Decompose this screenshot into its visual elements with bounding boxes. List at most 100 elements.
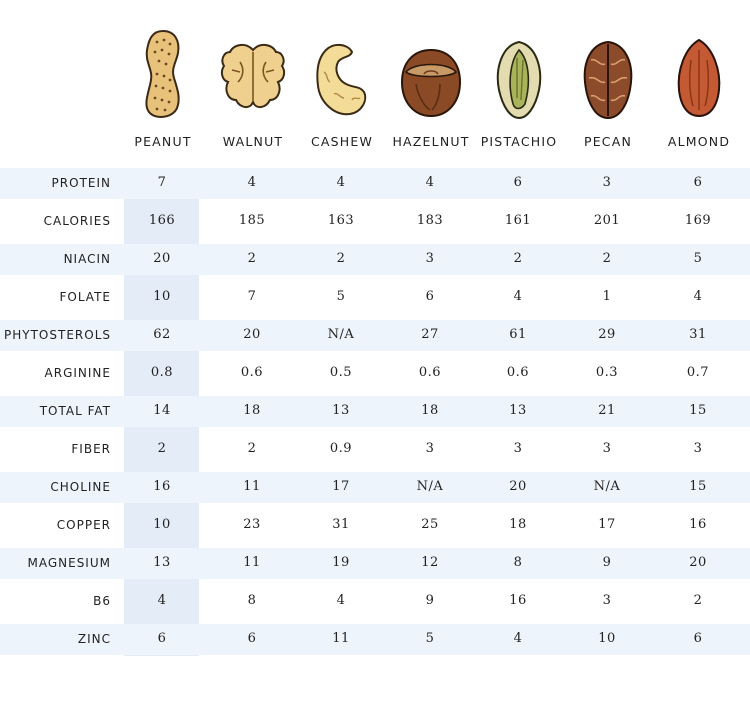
row-label: TOTAL FAT (39, 404, 111, 418)
table-row-protein: PROTEIN 7 4 4 4 6 3 6 (0, 168, 750, 199)
table-row-choline: CHOLINE 16 11 17 N/A 20 N/A 15 (0, 472, 750, 503)
row-label: ARGININE (44, 366, 111, 380)
table-cell: 3 (602, 175, 612, 190)
table-cell: 29 (598, 327, 616, 342)
table-cell: 2 (693, 593, 703, 608)
table-cell: 4 (247, 175, 257, 190)
row-label: PROTEIN (51, 176, 111, 190)
table-cell: 15 (689, 479, 707, 494)
table-cell: 13 (332, 403, 350, 418)
row-label: B6 (93, 594, 111, 608)
table-cell: 166 (148, 213, 176, 228)
table-cell: 62 (153, 327, 171, 342)
row-label: CHOLINE (50, 480, 111, 494)
table-cell: 2 (513, 251, 523, 266)
table-cell: 4 (693, 289, 703, 304)
table-cell: 7 (157, 175, 167, 190)
table-cell: 9 (602, 555, 612, 570)
nut-name-hazelnut: HAZELNUT (392, 134, 470, 149)
walnut-icon (220, 44, 286, 108)
nut-header-almond: ALMOND (660, 0, 738, 168)
table-cell: 18 (243, 403, 261, 418)
table-cell: 12 (421, 555, 439, 570)
table-row-total-fat: TOTAL FAT 14 18 13 18 13 21 15 (0, 396, 750, 427)
table-cell: 0.6 (418, 365, 442, 380)
table-cell: 18 (509, 517, 527, 532)
table-cell: 23 (243, 517, 261, 532)
table-cell: 9 (425, 593, 435, 608)
table-cell: 4 (336, 593, 346, 608)
table-cell: 20 (509, 479, 527, 494)
table-cell: 183 (416, 213, 444, 228)
table-cell: 163 (327, 213, 355, 228)
table-cell: 3 (425, 251, 435, 266)
table-cell: 161 (504, 213, 532, 228)
table-cell: 0.9 (329, 441, 353, 456)
table-cell: 0.6 (506, 365, 530, 380)
table-cell: 14 (153, 403, 171, 418)
row-label: FIBER (71, 442, 111, 456)
table-cell: 16 (153, 479, 171, 494)
table-cell: 11 (332, 631, 350, 646)
table-cell: 61 (509, 327, 527, 342)
nut-header-hazelnut: HAZELNUT (390, 0, 472, 168)
table-cell: 31 (689, 327, 707, 342)
table-cell: 4 (157, 593, 167, 608)
table-cell: 17 (598, 517, 616, 532)
table-cell: 11 (243, 555, 261, 570)
pistachio-icon (496, 40, 542, 120)
table-cell: 13 (153, 555, 171, 570)
table-cell: 0.7 (686, 365, 710, 380)
table-cell: 0.3 (595, 365, 619, 380)
table-cell: 13 (509, 403, 527, 418)
row-label: FOLATE (59, 290, 111, 304)
table-cell: 10 (153, 517, 171, 532)
nut-header: PEANUT WALNUT CASHEW HAZELNUT PISTACHIO (0, 0, 750, 168)
table-cell: 20 (243, 327, 261, 342)
row-label: ZINC (77, 632, 111, 646)
cashew-icon (316, 44, 367, 116)
nut-name-walnut: WALNUT (222, 134, 284, 149)
table-cell: 5 (336, 289, 346, 304)
table-cell: 11 (243, 479, 261, 494)
table-row-fiber: FIBER 2 2 0.9 3 3 3 3 (0, 427, 750, 472)
table-cell: 2 (602, 251, 612, 266)
table-row-magnesium: MAGNESIUM 13 11 19 12 8 9 20 (0, 548, 750, 579)
table-cell: 20 (689, 555, 707, 570)
table-cell: 20 (153, 251, 171, 266)
table-cell: 2 (247, 441, 257, 456)
table-cell: N/A (327, 327, 355, 342)
table-cell: 5 (693, 251, 703, 266)
nut-header-peanut: PEANUT (124, 0, 202, 168)
nut-name-pecan: PECAN (583, 134, 633, 149)
table-row-zinc: ZINC 6 6 11 5 4 10 6 (0, 624, 750, 655)
row-label: PHYTOSTEROLS (4, 328, 111, 342)
table-cell: 3 (602, 441, 612, 456)
table-row-calories: CALORIES 166 185 163 183 161 201 169 (0, 199, 750, 244)
table-cell: 8 (513, 555, 523, 570)
row-label: CALORIES (43, 214, 111, 228)
table-cell: 3 (602, 593, 612, 608)
row-label: COPPER (56, 518, 111, 532)
table-cell: 15 (689, 403, 707, 418)
table-cell: 6 (693, 631, 703, 646)
nut-name-peanut: PEANUT (134, 134, 192, 149)
table-cell: 25 (421, 517, 439, 532)
table-row-copper: COPPER 10 23 31 25 18 17 16 (0, 503, 750, 548)
table-cell: 4 (513, 289, 523, 304)
row-label: NIACIN (63, 252, 111, 266)
table-cell: 1 (602, 289, 612, 304)
table-cell: 19 (332, 555, 350, 570)
table-cell: 0.6 (240, 365, 264, 380)
table-row-niacin: NIACIN 20 2 2 3 2 2 5 (0, 244, 750, 275)
table-cell: 4 (336, 175, 346, 190)
nut-name-almond: ALMOND (667, 134, 731, 149)
nutrition-table: PROTEIN 7 4 4 4 6 3 6 CALORIES 166 185 163 183 161 201… (0, 168, 750, 655)
table-cell: 169 (684, 213, 712, 228)
table-cell: 5 (425, 631, 435, 646)
table-cell: 10 (598, 631, 616, 646)
table-row-arginine: ARGININE 0.8 0.6 0.5 0.6 0.6 0.3 0.7 (0, 351, 750, 396)
row-label: MAGNESIUM (27, 556, 111, 570)
peanut-icon (145, 29, 180, 118)
table-cell: 201 (593, 213, 621, 228)
